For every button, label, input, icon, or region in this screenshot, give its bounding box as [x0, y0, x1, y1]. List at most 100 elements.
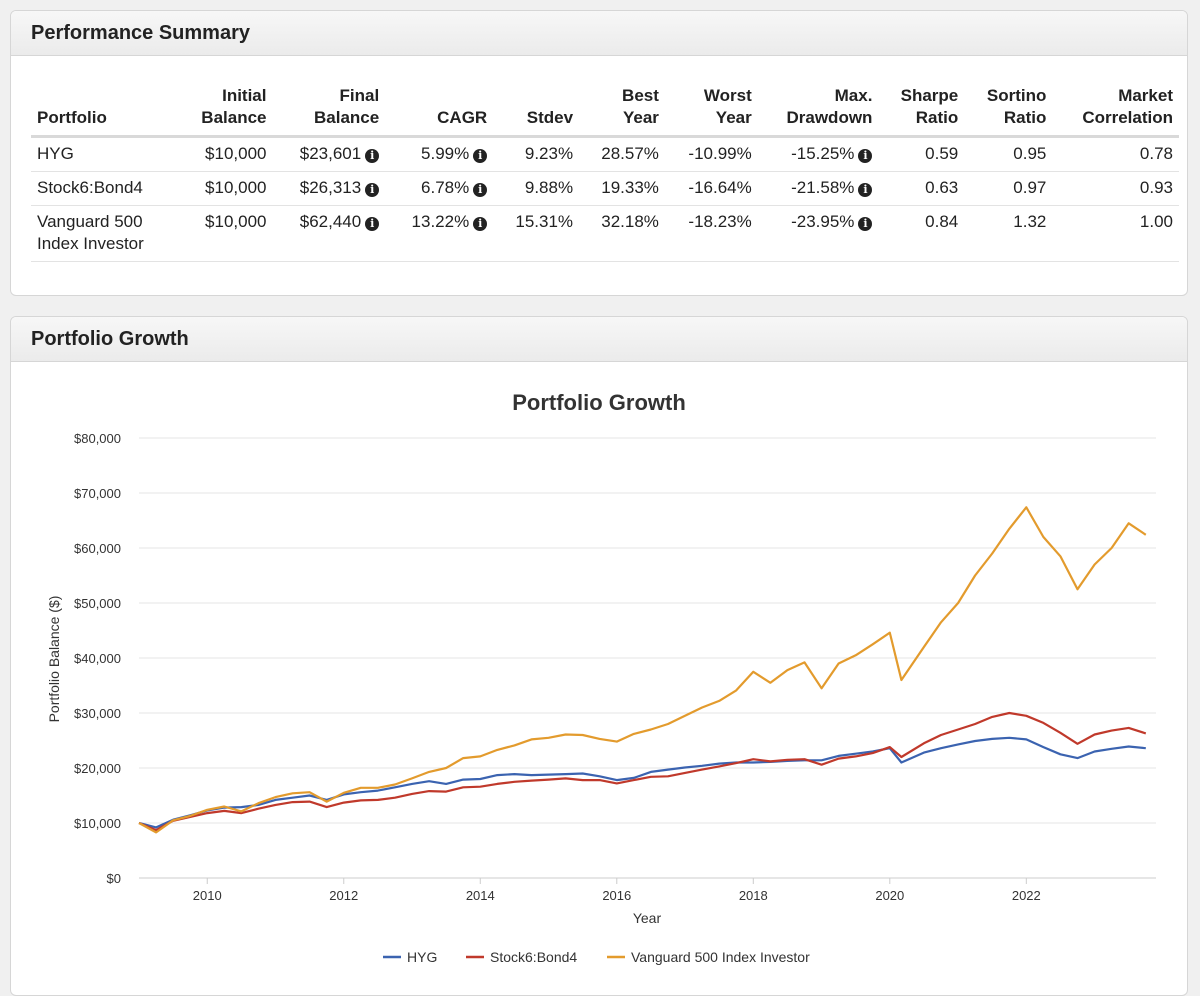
header-cagr: CAGR: [385, 81, 494, 138]
x-tick-label: 2016: [602, 888, 631, 903]
sharpe-ratio: 0.84: [878, 205, 965, 262]
stdev: 9.88%: [493, 171, 580, 206]
legend-label: Vanguard 500 Index Investor: [631, 949, 810, 965]
y-tick-label: $0: [107, 871, 121, 886]
initial-balance: $10,000: [177, 136, 273, 172]
market-correlation: 0.78: [1052, 136, 1179, 172]
header-initial-balance: Initial Balance: [177, 81, 273, 138]
sortino-ratio: 1.32: [964, 205, 1053, 262]
table-row: Stock6:Bond4 $10,000 $26,313 i 6.78% i 9.8…: [31, 171, 1179, 206]
x-axis: 2010 2012 2014 2016 2018 2020 2022: [193, 878, 1041, 903]
header-worst-year: Worst Year: [664, 81, 758, 138]
best-year: 28.57%: [579, 136, 665, 172]
final-balance-cell: $26,313 i: [272, 171, 386, 206]
y-tick-label: $60,000: [74, 541, 121, 556]
best-year: 19.33%: [579, 171, 665, 206]
x-tick-label: 2014: [466, 888, 495, 903]
info-icon[interactable]: i: [858, 149, 873, 163]
cagr-cell: 13.22% i: [385, 205, 494, 262]
x-tick-label: 2012: [329, 888, 358, 903]
final-balance: $62,440: [299, 212, 362, 231]
x-tick-label: 2010: [193, 888, 222, 903]
info-icon[interactable]: i: [365, 183, 380, 197]
x-tick-label: 2018: [739, 888, 768, 903]
y-tick-label: $80,000: [74, 431, 121, 446]
market-correlation: 1.00: [1052, 205, 1179, 262]
info-icon[interactable]: i: [858, 183, 873, 197]
header-best-year: Best Year: [579, 81, 665, 138]
series-layer: [138, 506, 1147, 834]
final-balance-cell: $23,601 i: [272, 136, 386, 172]
sortino-ratio: 0.95: [964, 136, 1053, 172]
series-line: [138, 711, 1147, 832]
portfolio-name: HYG: [31, 136, 178, 172]
legend-item[interactable]: Vanguard 500 Index Investor: [607, 949, 810, 965]
y-tick-label: $40,000: [74, 651, 121, 666]
x-tick-label: 2020: [875, 888, 904, 903]
worst-year: -16.64%: [664, 171, 758, 206]
header-final-balance: Final Balance: [272, 81, 386, 138]
portfolio-name: Stock6:Bond4: [31, 171, 178, 206]
header-max-drawdown: Max. Drawdown: [757, 81, 879, 138]
y-tick-label: $20,000: [74, 761, 121, 776]
max-drawdown: -15.25%: [791, 144, 855, 163]
legend-label: Stock6:Bond4: [490, 949, 577, 965]
grid-layer: [139, 437, 1156, 879]
y-tick-label: $50,000: [74, 596, 121, 611]
sharpe-ratio: 0.59: [878, 136, 965, 172]
sharpe-ratio: 0.63: [878, 171, 965, 206]
table-row: Vanguard 500 Index Investor $10,000 $62,4…: [31, 205, 1179, 262]
performance-summary-title: Performance Summary: [11, 11, 1187, 56]
info-icon[interactable]: i: [365, 149, 380, 163]
max-drawdown-cell: -23.95% i: [757, 205, 879, 262]
chart-title: Portfolio Growth: [512, 390, 686, 415]
info-icon[interactable]: i: [365, 217, 380, 231]
y-tick-label: $70,000: [74, 486, 121, 501]
y-axis: $0 $10,000 $20,000 $30,000 $40,000 $50,000 $60…: [74, 431, 121, 886]
portfolio-growth-title: Portfolio Growth: [11, 317, 1187, 362]
initial-balance: $10,000: [177, 171, 273, 206]
max-drawdown: -21.58%: [791, 178, 855, 197]
final-balance-cell: $62,440 i: [272, 205, 386, 262]
market-correlation: 0.93: [1052, 171, 1179, 206]
performance-summary-panel: Performance Summary Portfolio Initial Bal…: [10, 10, 1188, 296]
legend-item[interactable]: Stock6:Bond4: [466, 949, 577, 965]
cagr-cell: 6.78% i: [385, 171, 494, 206]
header-sharpe-ratio: Sharpe Ratio: [878, 81, 965, 138]
x-tick-label: 2022: [1012, 888, 1041, 903]
initial-balance: $10,000: [177, 205, 273, 262]
info-icon[interactable]: i: [473, 217, 488, 231]
header-sortino-ratio: Sortino Ratio: [964, 81, 1053, 138]
header-portfolio: Portfolio: [31, 81, 178, 138]
legend-label: HYG: [407, 949, 437, 965]
stdev: 9.23%: [493, 136, 580, 172]
table-row: HYG $10,000 $23,601 i 5.99% i 9.23% 28.57%…: [31, 136, 1179, 172]
worst-year: -18.23%: [664, 205, 758, 262]
portfolio-name: Vanguard 500 Index Investor: [31, 205, 178, 262]
worst-year: -10.99%: [664, 136, 758, 172]
cagr-cell: 5.99% i: [385, 136, 494, 172]
cagr: 13.22%: [411, 212, 470, 231]
table-header-row: Portfolio Initial Balance Final Balance CA…: [31, 81, 1179, 138]
series-line: [138, 736, 1146, 829]
header-stdev: Stdev: [493, 81, 580, 138]
portfolio-growth-panel: Portfolio Growth Portfolio Growth $0 $10,…: [10, 316, 1188, 996]
x-axis-title: Year: [633, 910, 662, 926]
final-balance: $26,313: [299, 178, 362, 197]
y-tick-label: $30,000: [74, 706, 121, 721]
info-icon[interactable]: i: [858, 217, 873, 231]
max-drawdown: -23.95%: [791, 212, 855, 231]
cagr: 5.99%: [421, 144, 470, 163]
info-icon[interactable]: i: [473, 183, 488, 197]
legend-item[interactable]: HYG: [383, 949, 437, 965]
header-market-correlation: Market Correlation: [1052, 81, 1179, 138]
legend: HYG Stock6:Bond4 Vanguard 500 Index Invest…: [383, 949, 810, 965]
cagr: 6.78%: [421, 178, 470, 197]
series-line: [138, 506, 1147, 834]
info-icon[interactable]: i: [473, 149, 488, 163]
performance-summary-table: Portfolio Initial Balance Final Balance CA…: [31, 81, 1179, 262]
best-year: 32.18%: [579, 205, 665, 262]
final-balance: $23,601: [299, 144, 362, 163]
max-drawdown-cell: -21.58% i: [757, 171, 879, 206]
sortino-ratio: 0.97: [964, 171, 1053, 206]
